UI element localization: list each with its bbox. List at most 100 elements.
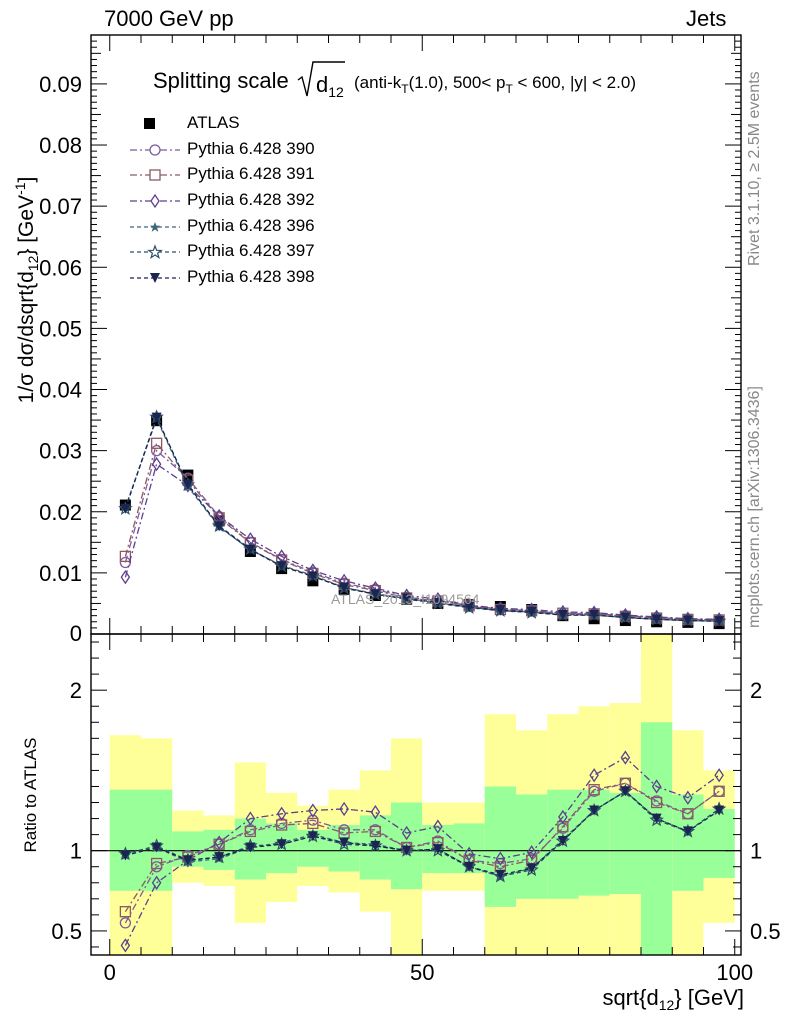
- ratio-line-p398: [125, 790, 720, 876]
- title-sqrt-symbol: [297, 61, 345, 97]
- ratio-y-axis-label: Ratio to ATLAS: [21, 738, 40, 853]
- marker-p391: [244, 825, 257, 838]
- marker-p392: [214, 835, 224, 850]
- marker-p392: [714, 768, 724, 783]
- marker-p398: [557, 610, 568, 621]
- ratio-y-tick-label-right: 1: [750, 839, 762, 864]
- series-line-p392: [124, 463, 720, 620]
- x-tick-label: 50: [410, 960, 434, 985]
- marker-p398: [339, 837, 350, 848]
- legend-label: ATLAS: [187, 113, 240, 132]
- marker-p398: [307, 831, 318, 842]
- marker-p392: [683, 790, 693, 805]
- ratio-inner-band: [484, 786, 516, 907]
- marker-p391: [713, 785, 725, 797]
- ratio-inner-band: [328, 824, 360, 872]
- series-line-p398: [124, 415, 720, 622]
- legend-marker-396: [130, 221, 180, 232]
- ratio-frame: [90, 633, 742, 956]
- ratio-series-p392: [120, 750, 724, 953]
- marker-p392: [558, 809, 568, 825]
- legend-marker-atlas: [144, 118, 155, 129]
- marker-p398: [276, 839, 287, 850]
- marker-p398: [464, 602, 475, 613]
- header-left: 7000 GeV pp: [104, 6, 234, 31]
- y-tick-label-zero: 0: [70, 621, 82, 646]
- marker-p398: [245, 544, 256, 555]
- mcplots-text: mcplots.cern.ch [arXiv:1306.3436]: [746, 386, 763, 628]
- marker-p398: [214, 521, 225, 532]
- marker-p398: [182, 479, 193, 490]
- marker-p398: [714, 805, 725, 816]
- marker-p390: [119, 917, 132, 929]
- marker-p398: [151, 842, 162, 853]
- series-p398: [120, 412, 725, 627]
- marker-p398: [182, 855, 193, 866]
- header-right: Jets: [686, 6, 727, 31]
- ratio-series-p398: [120, 786, 725, 880]
- marker-p391: [557, 820, 569, 833]
- ratio-inner-band: [641, 722, 673, 955]
- marker-p398: [495, 869, 506, 880]
- marker-p398: [589, 805, 600, 816]
- marker-p398: [557, 836, 568, 847]
- y-tick-label: 0.06: [39, 255, 82, 280]
- marker-p392: [651, 779, 662, 794]
- legend-label: Pythia 6.428 398: [187, 267, 315, 287]
- y-tick-label: 0.07: [39, 194, 82, 219]
- marker-p398: [714, 616, 725, 627]
- y-tick-label: 0.05: [39, 316, 82, 341]
- marker-p392: [370, 804, 381, 820]
- y-tick-label: 0.03: [39, 439, 82, 464]
- legend-marker-397: [130, 244, 180, 260]
- marker-p392: [120, 569, 131, 585]
- ratio-line-p392: [124, 756, 720, 946]
- marker-p392: [401, 825, 412, 841]
- marker-p398: [401, 845, 412, 856]
- watermark: ATLAS_2013_I1094564: [331, 591, 480, 607]
- ratio-y-tick-label-right: 0.5: [750, 919, 781, 944]
- legend-marker-398: [130, 273, 180, 284]
- y-tick-label: 0.08: [39, 133, 82, 158]
- chart-title: Splitting scale: [153, 68, 289, 93]
- marker-p392: [151, 456, 162, 472]
- marker-p390: [119, 556, 132, 569]
- ratio-panel-curves: [91, 750, 741, 953]
- marker-p391: [150, 437, 163, 449]
- marker-p398: [682, 826, 693, 837]
- axes-frames: [90, 34, 742, 956]
- legend-label: Pythia 6.428 396: [187, 215, 315, 235]
- x-tick-label: 0: [104, 960, 116, 985]
- marker-p398: [370, 840, 381, 851]
- legend-label: Pythia 6.428 392: [187, 190, 315, 210]
- marker-p398: [307, 571, 318, 582]
- rivet-version-text: Rivet 3.1.10, ≥ 2.5M events: [746, 71, 763, 266]
- marker-p398: [245, 842, 256, 853]
- marker-p398: [464, 861, 475, 872]
- marker-p398: [651, 813, 662, 824]
- marker-p398: [401, 593, 412, 604]
- marker-p398: [370, 589, 381, 600]
- legend-label: Pythia 6.428 397: [187, 241, 315, 261]
- sqrt-sign: [297, 61, 345, 97]
- legend-label: Pythia 6.428 391: [187, 164, 315, 184]
- chart-title-detail: (anti-kT(1.0), 500< pT < 600, |y| < 2.0): [354, 73, 636, 96]
- legend-marker-391: [130, 169, 180, 182]
- x-tick-label: 100: [716, 960, 753, 985]
- marker-p398: [151, 412, 162, 423]
- marker-p398: [432, 597, 443, 608]
- marker-p391: [119, 906, 132, 918]
- main-panel-curves: [118, 409, 727, 630]
- ratio-y-tick-label: 0.5: [51, 919, 82, 944]
- ratio-inner-band: [609, 792, 641, 895]
- marker-p392: [151, 875, 162, 890]
- ratio-uncertainty-bands: [109, 634, 735, 955]
- ratio-y-tick-label-right: 2: [750, 678, 762, 703]
- marker-p398: [651, 614, 662, 625]
- marker-p398: [620, 612, 631, 623]
- marker-p392: [495, 851, 506, 866]
- marker-p391: [682, 808, 694, 820]
- legend-marker-392: [130, 193, 180, 209]
- marker-p391: [150, 857, 163, 870]
- marker-p398: [495, 605, 506, 616]
